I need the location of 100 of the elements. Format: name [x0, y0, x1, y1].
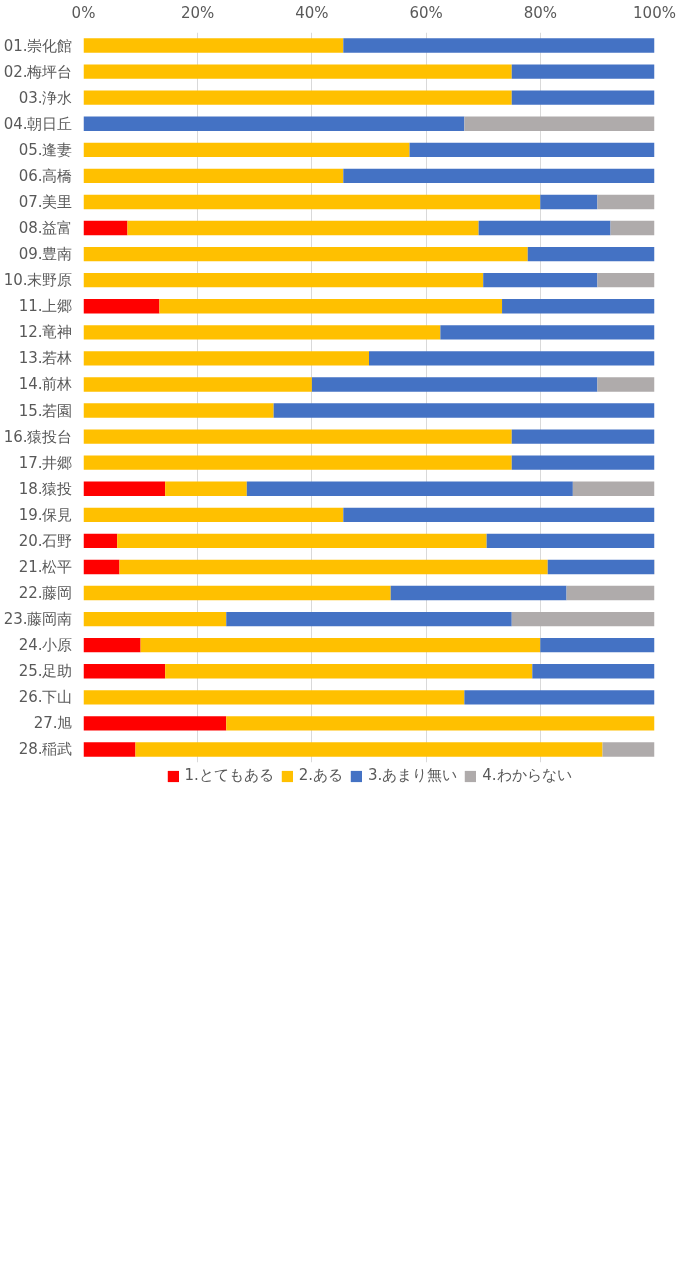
bar: [597, 194, 655, 210]
bar: [511, 90, 655, 105]
bar: [527, 246, 655, 262]
legend-label: 2.ある: [298, 766, 343, 785]
bar: [83, 585, 391, 601]
bar: [532, 664, 655, 679]
bar: [83, 351, 369, 366]
y-tick-label: 16.猿投台: [3, 427, 73, 446]
bar: [483, 273, 598, 288]
bar: [597, 273, 655, 288]
bar: [540, 638, 655, 653]
bar: [83, 664, 166, 679]
y-tick-label: 25.足助: [18, 662, 73, 681]
y-tick-label: 23.藤岡南: [3, 610, 73, 629]
y-tick-label: 10.末野原: [3, 271, 73, 290]
bar: [135, 742, 603, 757]
bar: [390, 585, 567, 601]
bar: [119, 559, 548, 575]
bar: [311, 377, 598, 392]
bar: [165, 664, 533, 679]
bar: [83, 38, 344, 53]
y-tick-label: 02.梅坪台: [3, 62, 73, 81]
bar: [511, 429, 655, 444]
y-tick-label: 05.逢妻: [18, 140, 73, 159]
y-tick-label: 20.石野: [18, 531, 73, 550]
bar: [83, 429, 512, 444]
bar: [502, 299, 655, 314]
bar: [273, 403, 655, 418]
bar: [83, 220, 128, 236]
bar: [83, 638, 141, 653]
bar: [409, 142, 655, 157]
bar: [486, 533, 655, 549]
bar: [83, 716, 227, 731]
bar: [159, 299, 503, 314]
x-tick-label: 80%: [523, 3, 557, 22]
x-tick-label: 20%: [181, 3, 215, 22]
y-tick-label: 03.浄水: [18, 88, 73, 107]
y-tick-label: 09.豊南: [18, 245, 73, 264]
y-tick-label: 24.小原: [18, 636, 73, 655]
bar: [83, 690, 465, 705]
bar: [83, 194, 541, 210]
bar: [343, 38, 655, 53]
bar: [83, 742, 136, 757]
y-tick-label: 22.藤岡: [18, 584, 73, 603]
bar: [83, 559, 120, 575]
bar: [610, 220, 655, 236]
legend-label: 4.わからない: [482, 766, 572, 785]
bar: [572, 481, 655, 496]
bar: [83, 64, 512, 79]
y-tick-label: 14.前林: [18, 375, 73, 394]
bar: [83, 611, 227, 627]
bar: [511, 455, 655, 470]
bar: [597, 377, 655, 392]
y-tick-label: 12.竜神: [18, 323, 73, 342]
legend-label: 1.とてもある: [184, 766, 274, 785]
y-tick-label: 18.猿投: [18, 479, 73, 498]
y-tick-label: 13.若林: [18, 349, 73, 368]
bar: [83, 403, 274, 418]
bar: [343, 168, 655, 184]
bar: [83, 299, 160, 314]
y-tick-label: 11.上郷: [18, 297, 73, 316]
bar: [83, 116, 465, 131]
bar: [511, 611, 655, 627]
bar: [547, 559, 655, 575]
y-tick-label: 19.保見: [18, 505, 73, 524]
bar: [83, 246, 528, 262]
y-tick-label: 27.旭: [33, 714, 73, 733]
bar: [165, 481, 247, 496]
y-tick-label: 15.若園: [18, 401, 73, 420]
bar: [83, 455, 512, 470]
y-tick-label: 26.下山: [18, 688, 73, 707]
bar: [83, 273, 484, 288]
bar: [540, 194, 598, 210]
bar: [83, 325, 441, 340]
bar: [83, 507, 344, 522]
y-tick-label: 21.松平: [18, 557, 73, 576]
y-tick-label: 06.高橋: [18, 166, 73, 185]
bar: [117, 533, 487, 549]
bar: [127, 220, 479, 236]
bar: [343, 507, 655, 522]
y-tick-label: 07.美里: [18, 192, 73, 211]
bar: [83, 168, 344, 184]
x-tick-label: 60%: [409, 3, 443, 22]
bar: [464, 116, 655, 131]
bar: [83, 90, 512, 105]
y-tick-label: 28.稲武: [18, 740, 73, 759]
y-tick-label: 08.益富: [18, 219, 73, 238]
y-tick-label: 17.井郷: [18, 453, 73, 472]
bar: [566, 585, 655, 601]
x-tick-label: 0%: [71, 3, 96, 22]
bar: [511, 64, 655, 79]
x-tick-label: 40%: [295, 3, 329, 22]
bar: [83, 481, 166, 496]
bar: [140, 638, 541, 653]
y-tick-label: 04.朝日丘: [3, 114, 73, 133]
bar: [369, 351, 655, 366]
legend-label: 3.あまり無い: [368, 766, 458, 785]
y-tick-label: 01.崇化館: [3, 36, 73, 55]
bar: [602, 742, 655, 757]
bar: [83, 377, 312, 392]
